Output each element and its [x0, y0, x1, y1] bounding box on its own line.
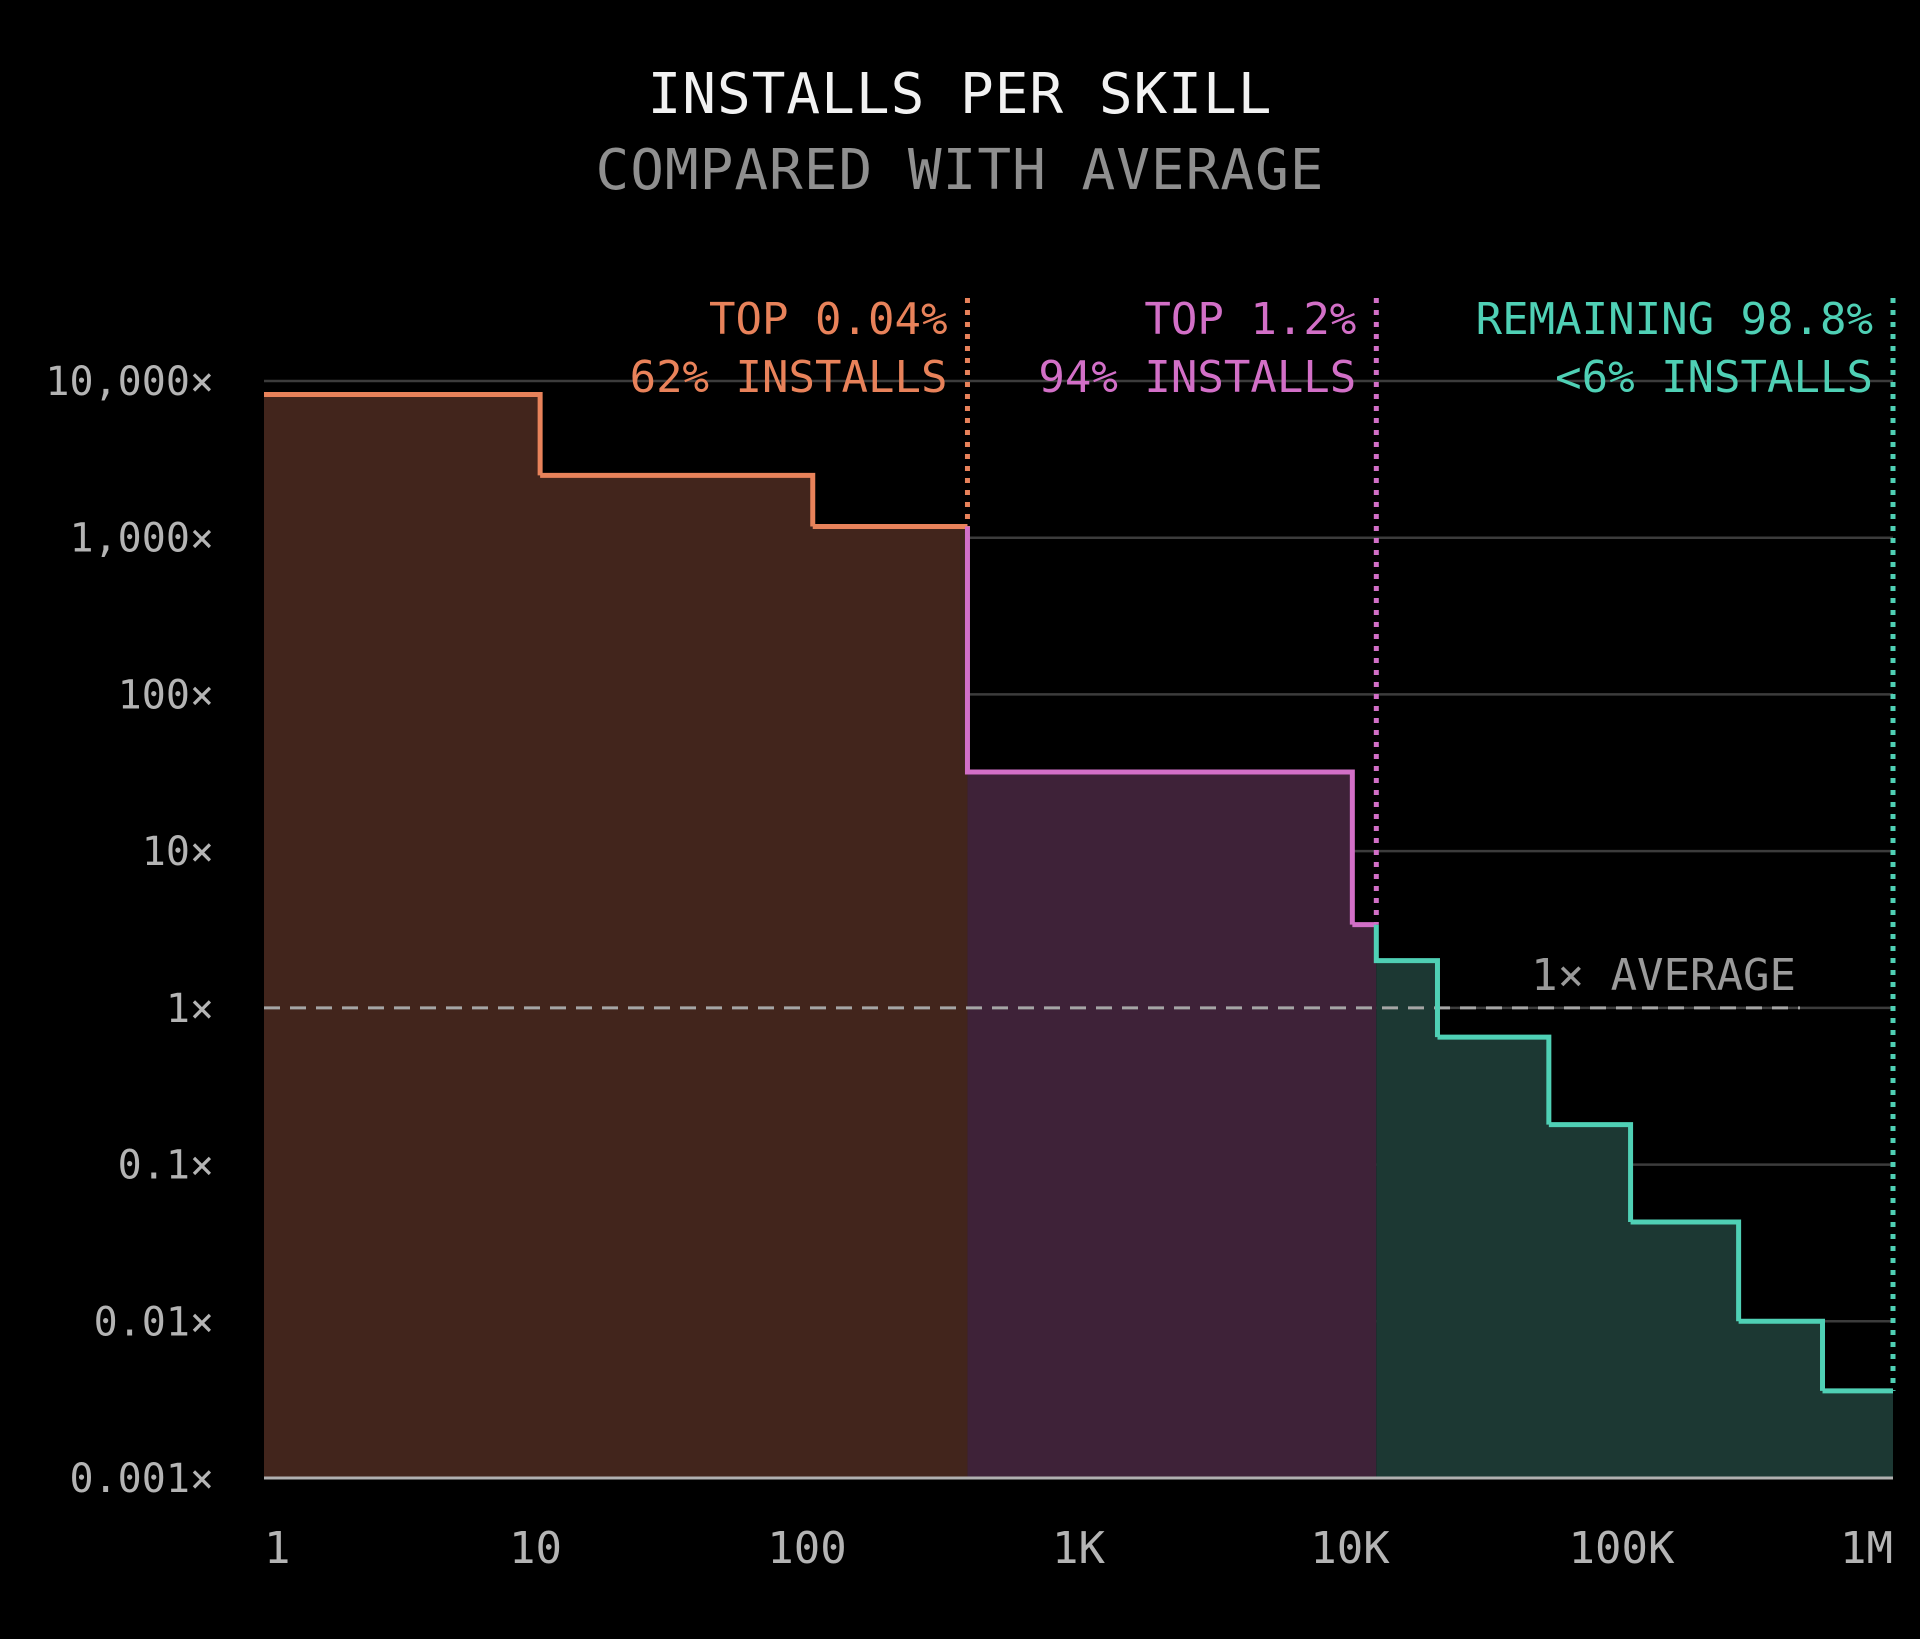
segment-area-2 — [967, 771, 1377, 1478]
segment-area-3 — [1376, 960, 1893, 1478]
x-tick-label: 1 — [264, 1523, 291, 1574]
y-tick-label: 1,000× — [70, 516, 215, 562]
x-tick-label: 100 — [767, 1523, 846, 1574]
step-line — [1373, 924, 1440, 1038]
step-lines — [264, 392, 1893, 1394]
y-tick-label: 0.001× — [70, 1456, 215, 1502]
average-label: 1× AVERAGE — [1531, 950, 1796, 1001]
y-tick-label: 0.01× — [94, 1299, 214, 1345]
segment-label-share: TOP 1.2% — [1144, 294, 1356, 345]
x-tick-label: 1K — [1052, 1523, 1105, 1574]
segment-label-share: REMAINING 98.8% — [1476, 294, 1873, 345]
x-tick-label: 10K — [1310, 1523, 1390, 1574]
x-tick-label: 1M — [1840, 1523, 1893, 1574]
y-tick-label: 0.1× — [118, 1143, 214, 1189]
step-line — [964, 526, 1355, 925]
axes: 10,000× 1,000× 100× 10× 1× 0.1× 0.01× 0.001× 1 10… — [45, 359, 1893, 1574]
segment-label-installs: 94% INSTALLS — [1038, 352, 1356, 403]
segment-label-share: TOP 0.04% — [709, 294, 947, 345]
y-tick-label: 10,000× — [45, 359, 214, 405]
segment-area-1 — [264, 394, 968, 1478]
x-tick-label: 10 — [509, 1523, 562, 1574]
chart-title: INSTALLS PER SKILL — [647, 62, 1273, 127]
average-reference: 1× AVERAGE — [264, 950, 1800, 1010]
segment-label-installs: <6% INSTALLS — [1555, 352, 1873, 403]
step-line — [1630, 1219, 1742, 1322]
step-line — [540, 472, 816, 527]
step-line — [264, 392, 543, 476]
y-tick-label: 100× — [118, 672, 214, 718]
segment-markers: TOP 0.04% 62% INSTALLS TOP 1.2% 94% INSTALL… — [630, 294, 1896, 1391]
chart-subtitle: COMPARED WITH AVERAGE — [595, 138, 1325, 203]
y-tick-label: 1× — [166, 986, 214, 1032]
area-fills — [264, 394, 1893, 1478]
y-tick-label: 10× — [142, 829, 214, 875]
step-line — [1738, 1318, 1826, 1391]
x-tick-label: 100K — [1569, 1523, 1675, 1574]
segment-label-installs: 62% INSTALLS — [630, 352, 948, 403]
step-line — [1437, 1034, 1552, 1125]
step-line — [1548, 1122, 1634, 1223]
